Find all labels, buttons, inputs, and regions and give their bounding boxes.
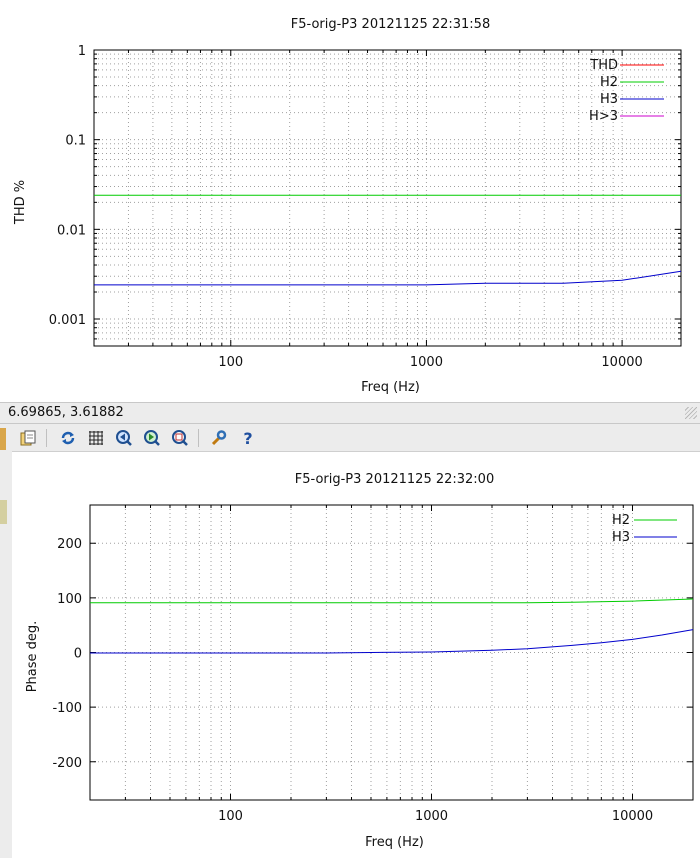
series-line-h3 bbox=[94, 270, 682, 286]
toolbar-separator bbox=[198, 429, 199, 447]
y-tick-label: 0.1 bbox=[65, 134, 86, 149]
y-tick-label: 200 bbox=[57, 537, 82, 552]
y-tick-label: -100 bbox=[52, 701, 82, 716]
zoom-previous-icon[interactable] bbox=[114, 428, 134, 448]
status-bar: 6.69865, 3.61882 bbox=[0, 402, 700, 424]
y-tick-label: 0.001 bbox=[49, 313, 86, 328]
thd-chart: 100 1000 10000 0.001 0.01 0.1 1 F5-orig-P3 2012… bbox=[13, 17, 682, 395]
legend-label: H2 bbox=[600, 75, 618, 90]
plot-frame bbox=[93, 49, 682, 347]
settings-icon[interactable] bbox=[208, 428, 228, 448]
y-axis-label: THD % bbox=[13, 180, 28, 225]
x-tick-label: 10000 bbox=[601, 355, 642, 370]
legend-label: H3 bbox=[600, 92, 618, 107]
y-tick-label: 0.01 bbox=[57, 223, 86, 238]
series-line-h2 bbox=[90, 598, 694, 604]
plot-toolbar: ? bbox=[12, 424, 700, 452]
x-tick-label: 100 bbox=[218, 809, 243, 824]
grid-lines bbox=[94, 50, 681, 346]
background-window-fragment bbox=[0, 500, 7, 524]
legend-label: H2 bbox=[612, 513, 630, 528]
x-tick-label: 1000 bbox=[415, 809, 448, 824]
unzoom-icon[interactable] bbox=[170, 428, 190, 448]
y-axis-label: Phase deg. bbox=[25, 621, 40, 693]
y-tick-label: 100 bbox=[57, 592, 82, 607]
x-axis-label: Freq (Hz) bbox=[365, 835, 424, 850]
thd-plot-window: 100 1000 10000 0.001 0.01 0.1 1 F5-orig-P3 2012… bbox=[0, 0, 700, 402]
y-tick-label: -200 bbox=[52, 756, 82, 771]
legend-label: H>3 bbox=[589, 109, 618, 124]
chart-title: F5-orig-P3 20121125 22:31:58 bbox=[291, 17, 490, 32]
phase-plot-window: ? 100 1000 10000 -200 -100 0 100 200 F5-orig-P3 … bbox=[12, 424, 700, 858]
copy-to-clipboard-icon[interactable] bbox=[18, 428, 38, 448]
chart-title: F5-orig-P3 20121125 22:32:00 bbox=[295, 472, 494, 487]
cursor-coordinates: 6.69865, 3.61882 bbox=[8, 405, 124, 420]
y-tick-label: 1 bbox=[78, 44, 86, 59]
toolbar-separator bbox=[46, 429, 47, 447]
x-tick-label: 10000 bbox=[612, 809, 653, 824]
background-window-fragment bbox=[0, 428, 6, 450]
replot-icon[interactable] bbox=[58, 428, 78, 448]
series-line-h3 bbox=[90, 629, 694, 654]
x-axis-label: Freq (Hz) bbox=[361, 380, 420, 395]
help-icon[interactable]: ? bbox=[243, 428, 253, 448]
resize-grip-icon[interactable] bbox=[685, 407, 697, 419]
phase-chart: 100 1000 10000 -200 -100 0 100 200 F5-orig-P3 20… bbox=[25, 472, 694, 850]
legend-label: THD bbox=[589, 58, 618, 73]
grid-icon[interactable] bbox=[86, 428, 106, 448]
zoom-next-icon[interactable] bbox=[142, 428, 162, 448]
x-tick-label: 1000 bbox=[410, 355, 443, 370]
x-tick-label: 100 bbox=[218, 355, 243, 370]
y-tick-label: 0 bbox=[74, 647, 82, 662]
legend-label: H3 bbox=[612, 530, 630, 545]
